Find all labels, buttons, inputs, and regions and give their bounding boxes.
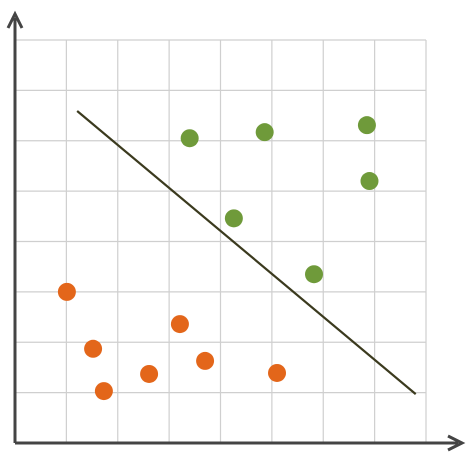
point [180, 129, 199, 148]
grid [14, 39, 427, 444]
point [305, 265, 324, 284]
point [84, 339, 103, 358]
point [357, 116, 376, 135]
point [140, 364, 159, 383]
point [255, 123, 274, 142]
point [170, 315, 189, 334]
point [224, 209, 243, 228]
point [196, 351, 215, 370]
point [268, 363, 287, 382]
point [94, 382, 113, 401]
point [360, 172, 379, 191]
axes [6, 10, 466, 452]
point [57, 282, 76, 301]
y-axis-arrow [6, 10, 24, 29]
x-axis-arrow [447, 434, 466, 452]
boundary-line [76, 110, 417, 395]
